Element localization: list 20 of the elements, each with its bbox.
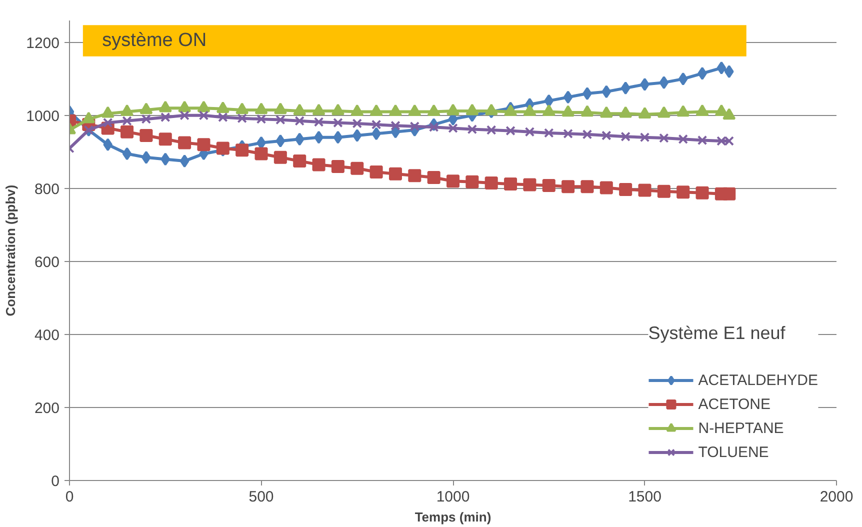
- legend-label: ACETALDEHYDE: [698, 372, 818, 388]
- y-tick-label: 400: [34, 326, 60, 344]
- x-tick-label: 1500: [628, 488, 662, 506]
- x-tick-label: 500: [248, 488, 274, 506]
- x-tick-label: 2000: [820, 488, 854, 506]
- y-axis-title: Concentration (ppbv): [3, 184, 18, 316]
- y-tick-label: 1000: [26, 108, 60, 125]
- y-tick-label: 600: [34, 254, 60, 271]
- legend-label: TOLUENE: [698, 444, 769, 460]
- y-tick-label: 0: [51, 473, 60, 490]
- x-tick-label: 0: [65, 488, 74, 506]
- y-tick-label: 800: [34, 180, 60, 198]
- legend-label: ACETONE: [698, 396, 770, 412]
- y-tick-label: 200: [34, 400, 60, 417]
- legend-title: Système E1 neuf: [648, 323, 786, 344]
- legend-label: N-HEPTANE: [698, 420, 784, 436]
- band-label: système ON: [102, 30, 207, 52]
- x-axis-title: Temps (min): [414, 510, 492, 524]
- x-tick-label: 1000: [436, 488, 470, 506]
- y-tick-label: 1200: [26, 34, 60, 52]
